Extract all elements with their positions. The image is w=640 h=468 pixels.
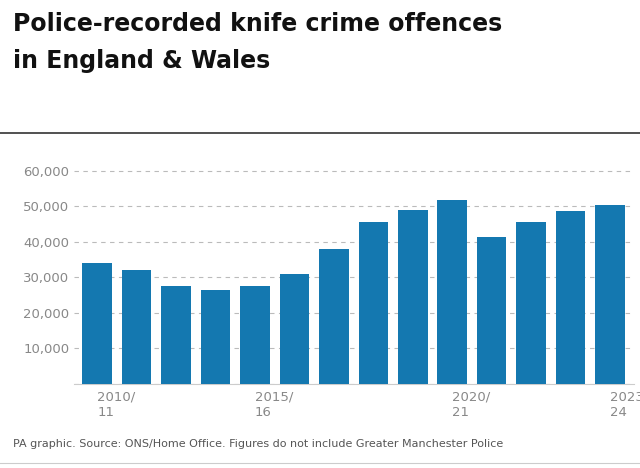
Text: in England & Wales: in England & Wales <box>13 49 270 73</box>
Bar <box>398 210 428 384</box>
Bar <box>201 290 230 384</box>
Bar <box>83 263 112 384</box>
Bar <box>477 237 506 384</box>
Bar <box>161 286 191 384</box>
Text: Police-recorded knife crime offences: Police-recorded knife crime offences <box>13 12 502 36</box>
Bar <box>358 222 388 384</box>
Bar <box>437 200 467 384</box>
Bar <box>595 205 625 384</box>
Bar <box>319 249 349 384</box>
Bar <box>516 222 546 384</box>
Bar <box>556 211 586 384</box>
Bar <box>240 286 270 384</box>
Bar <box>280 274 309 384</box>
Bar <box>122 271 152 384</box>
Text: PA graphic. Source: ONS/Home Office. Figures do not include Greater Manchester P: PA graphic. Source: ONS/Home Office. Fig… <box>13 439 503 449</box>
